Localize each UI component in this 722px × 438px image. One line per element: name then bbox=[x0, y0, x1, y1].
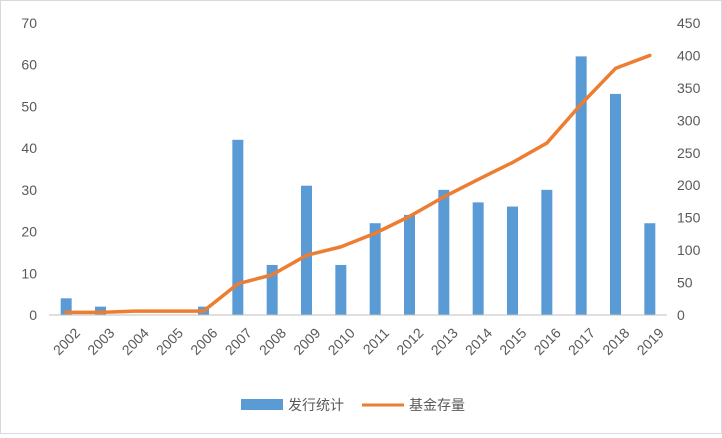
bar-2010 bbox=[335, 264, 347, 315]
right-tick-label: 400 bbox=[677, 47, 701, 63]
bar-2012 bbox=[404, 214, 415, 315]
x-tick-label: 2019 bbox=[634, 325, 667, 358]
bar-2014 bbox=[472, 202, 484, 315]
legend-swatch-bar bbox=[241, 399, 283, 410]
right-tick-label: 350 bbox=[677, 80, 701, 96]
bar-2013 bbox=[438, 189, 450, 315]
right-tick-label: 450 bbox=[677, 15, 701, 31]
x-tick-label: 2009 bbox=[290, 325, 323, 358]
x-tick-label: 2007 bbox=[222, 325, 255, 358]
right-tick-label: 250 bbox=[677, 145, 701, 161]
right-tick-label: 0 bbox=[677, 307, 685, 323]
bar-2018 bbox=[610, 93, 621, 316]
x-tick-label: 2011 bbox=[360, 325, 393, 358]
x-tick-label: 2014 bbox=[462, 325, 495, 358]
bar-series bbox=[60, 56, 656, 316]
bar-2016 bbox=[541, 189, 553, 315]
left-tick-label: 30 bbox=[21, 182, 37, 198]
right-axis: 0 50 100 150 200 250 300 350 400 450 bbox=[677, 15, 701, 323]
left-tick-label: 40 bbox=[21, 140, 37, 156]
x-tick-label: 2006 bbox=[187, 325, 220, 358]
x-axis: 2002 2003 2004 2005 2006 2007 2008 2009 2010 2011… bbox=[50, 325, 667, 358]
left-tick-label: 0 bbox=[29, 307, 37, 323]
left-tick-label: 70 bbox=[21, 15, 37, 31]
x-tick-label: 2004 bbox=[119, 325, 152, 358]
x-tick-label: 2015 bbox=[496, 325, 529, 358]
legend-label-bar: 发行统计 bbox=[288, 397, 344, 413]
x-tick-label: 2018 bbox=[599, 325, 632, 358]
x-tick-label: 2005 bbox=[153, 325, 186, 358]
x-tick-label: 2008 bbox=[256, 325, 289, 358]
right-tick-label: 300 bbox=[677, 112, 701, 128]
left-axis: 0 10 20 30 40 50 60 70 bbox=[21, 15, 37, 323]
legend: 发行统计 基金存量 bbox=[241, 397, 465, 413]
bar-2007 bbox=[232, 139, 244, 315]
x-tick-label: 2017 bbox=[565, 325, 598, 358]
line-series bbox=[64, 53, 652, 315]
x-tick-label: 2010 bbox=[325, 325, 358, 358]
right-tick-label: 100 bbox=[677, 242, 701, 258]
x-tick-label: 2012 bbox=[393, 325, 426, 358]
x-tick-label: 2016 bbox=[531, 325, 564, 358]
right-tick-label: 50 bbox=[677, 275, 693, 291]
stock-line bbox=[64, 53, 652, 315]
bar-2009 bbox=[301, 185, 312, 315]
right-tick-label: 200 bbox=[677, 177, 701, 193]
bar-2002 bbox=[60, 298, 72, 315]
left-tick-label: 20 bbox=[21, 224, 37, 240]
left-tick-label: 10 bbox=[21, 265, 37, 281]
right-tick-label: 150 bbox=[677, 210, 701, 226]
left-tick-label: 60 bbox=[21, 57, 37, 73]
bar-2015 bbox=[507, 206, 518, 315]
bar-2019 bbox=[644, 223, 656, 315]
x-tick-label: 2002 bbox=[50, 325, 83, 358]
bar-2008 bbox=[266, 264, 278, 315]
x-tick-label: 2003 bbox=[84, 325, 117, 358]
bar-2011 bbox=[369, 223, 381, 315]
bar-2017 bbox=[575, 56, 587, 315]
legend-label-line: 基金存量 bbox=[409, 397, 465, 413]
x-tick-label: 2013 bbox=[428, 325, 461, 358]
left-tick-label: 50 bbox=[21, 98, 37, 114]
